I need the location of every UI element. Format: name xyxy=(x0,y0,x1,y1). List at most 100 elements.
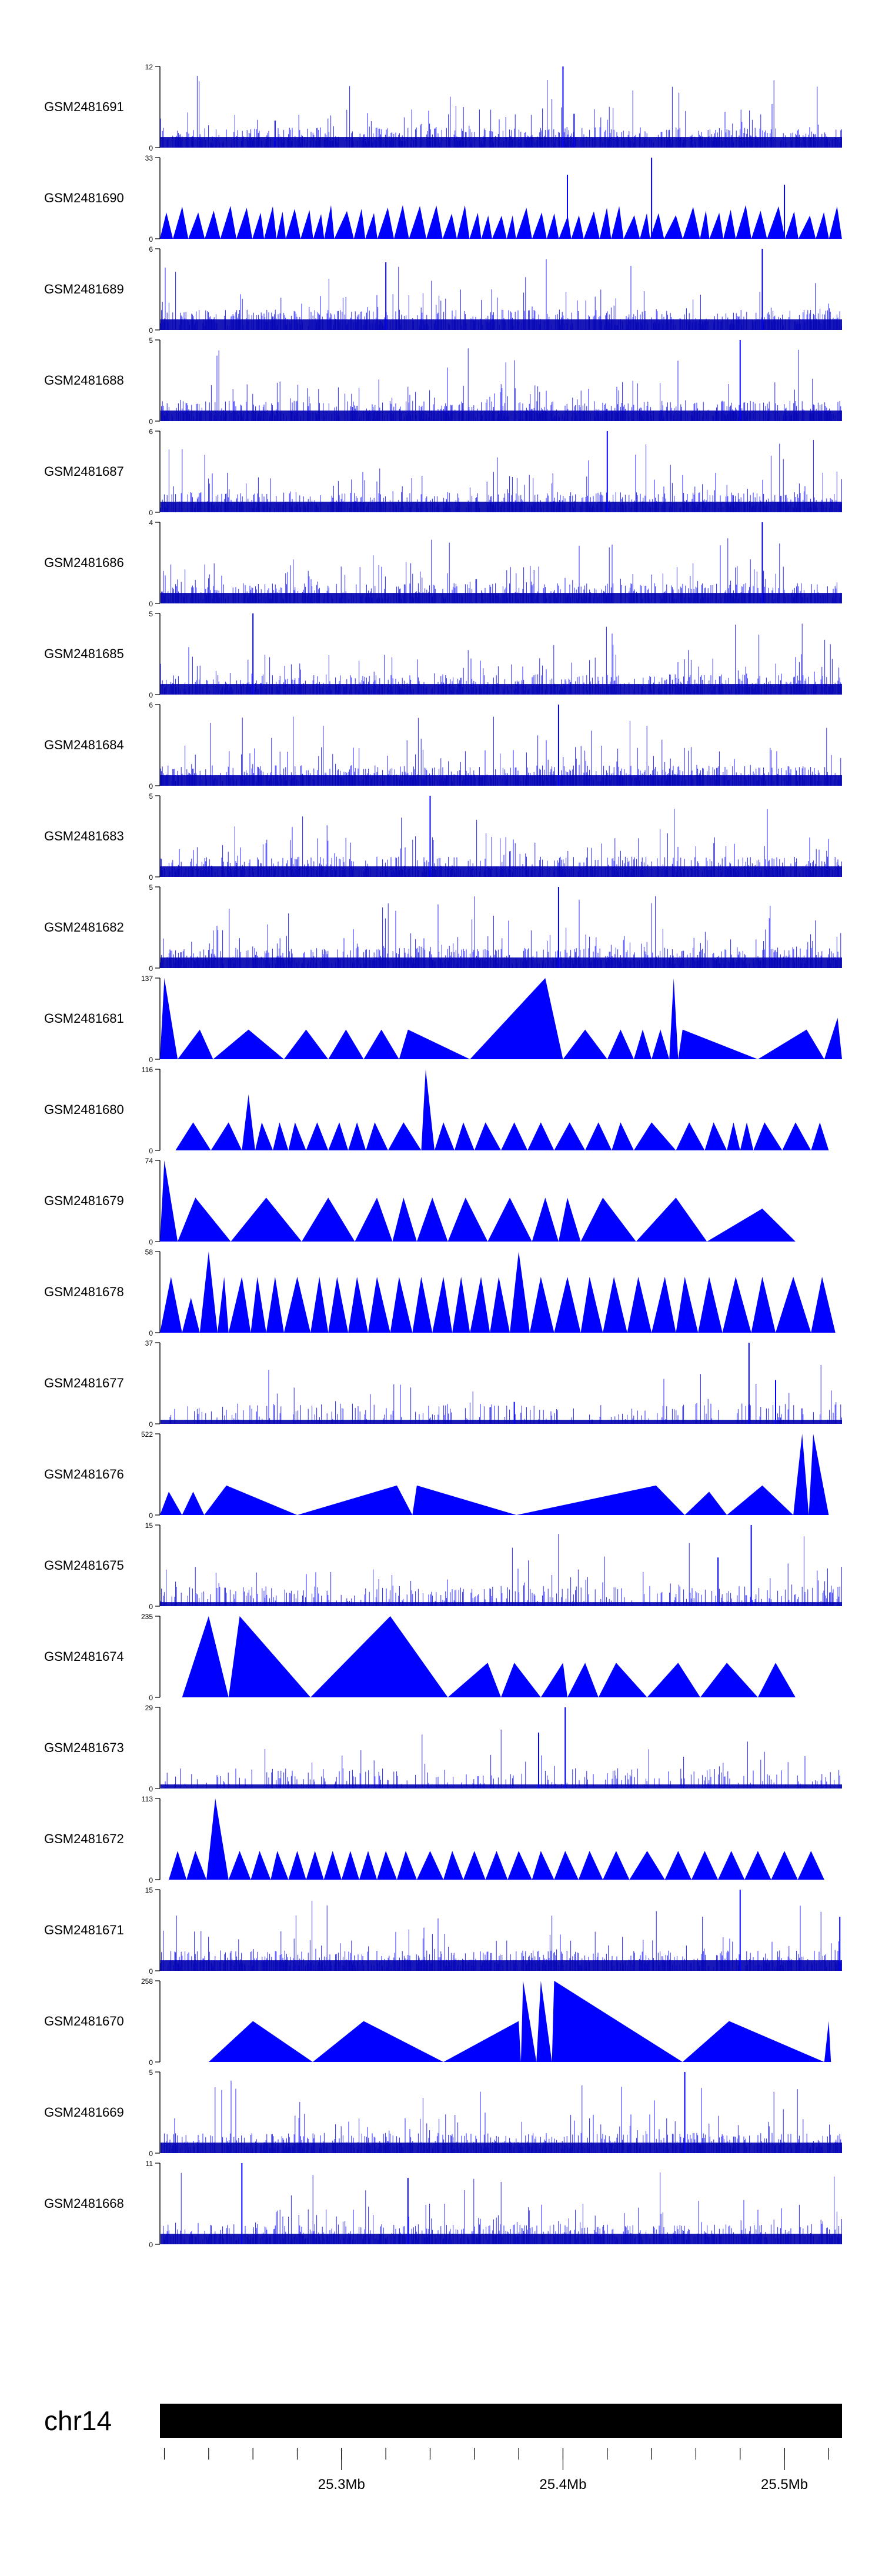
y-axis-max-label: 137 xyxy=(141,975,153,983)
coverage-peak xyxy=(682,2021,824,2062)
coverage-peak xyxy=(310,1616,448,1697)
coverage-peak xyxy=(250,1276,266,1333)
y-axis-max-label: 12 xyxy=(145,63,153,71)
coverage-peak xyxy=(160,1491,182,1515)
coverage-peak xyxy=(160,978,178,1059)
coverage-peak xyxy=(242,1094,255,1150)
track-label: GSM2481685 xyxy=(44,646,124,661)
coverage-peak xyxy=(273,1122,289,1150)
track-gsm2481679: GSM2481679 74 0 xyxy=(44,1157,796,1246)
coverage-peak xyxy=(811,1122,829,1150)
track-label: GSM2481678 xyxy=(44,1284,124,1299)
y-axis-min-label: 0 xyxy=(149,1694,153,1702)
track-label: GSM2481679 xyxy=(44,1193,124,1208)
coverage-baseline-band xyxy=(161,1602,842,1606)
coverage-peak xyxy=(578,1851,603,1880)
coverage-peak xyxy=(718,1851,745,1880)
coverage-peak xyxy=(182,1616,229,1697)
coverage-peak xyxy=(727,1485,794,1515)
coverage-peak xyxy=(824,1017,842,1059)
coverage-peak xyxy=(416,1851,444,1880)
track-label: GSM2481676 xyxy=(44,1467,124,1481)
y-axis-max-label: 5 xyxy=(149,2068,153,2077)
coverage-baseline-band xyxy=(161,593,842,603)
coverage-peak xyxy=(421,1069,435,1150)
coverage-peak xyxy=(727,1122,740,1150)
coverage-peak xyxy=(636,1197,707,1242)
coverage-baseline-band xyxy=(161,1420,842,1424)
y-axis-min-label: 0 xyxy=(149,1056,153,1064)
coverage-peak xyxy=(432,1276,453,1333)
coverage-peak xyxy=(447,1663,501,1697)
coverage-peak xyxy=(178,1197,231,1242)
track-label: GSM2481680 xyxy=(44,1102,124,1117)
coverage-peak xyxy=(510,1252,530,1333)
coverage-signal xyxy=(163,2172,842,2244)
coverage-peak xyxy=(387,1122,422,1150)
coverage-signal xyxy=(160,896,841,968)
y-axis-min-label: 0 xyxy=(149,1967,153,1976)
coverage-peak xyxy=(782,1122,811,1150)
track-label: GSM2481689 xyxy=(44,282,124,296)
coverage-peak xyxy=(470,1276,490,1333)
coverage-peak xyxy=(390,1276,413,1333)
coverage-peak xyxy=(585,1122,612,1150)
track-label: GSM2481675 xyxy=(44,1558,124,1573)
coverage-peak xyxy=(399,1029,470,1059)
y-axis-min-label: 0 xyxy=(149,1603,153,1611)
y-axis-max-label: 15 xyxy=(145,1886,153,1894)
coverage-peak xyxy=(199,1252,218,1333)
track-gsm2481687: GSM2481687 6 0 xyxy=(44,428,842,517)
coverage-baseline-band xyxy=(161,775,842,786)
coverage-peak xyxy=(463,1851,486,1880)
genome-axis-tick-label: 25.3Mb xyxy=(318,2477,365,2492)
y-axis-min-label: 0 xyxy=(149,965,153,973)
coverage-baseline-band xyxy=(161,866,842,877)
track-gsm2481682: GSM2481682 5 0 xyxy=(44,883,842,973)
coverage-peak xyxy=(443,2021,521,2062)
coverage-peak xyxy=(563,1029,607,1059)
coverage-peak xyxy=(684,1491,727,1515)
coverage-peak xyxy=(208,2021,313,2062)
y-axis-max-label: 15 xyxy=(145,1521,153,1530)
y-axis-max-label: 5 xyxy=(149,792,153,800)
coverage-peak xyxy=(396,1851,417,1880)
coverage-peak xyxy=(558,1197,581,1242)
y-axis-max-label: 116 xyxy=(142,1066,153,1074)
coverage-peak xyxy=(647,1663,700,1697)
coverage-peak xyxy=(206,1798,229,1880)
track-label: GSM2481690 xyxy=(44,191,124,205)
coverage-peak xyxy=(700,1663,758,1697)
coverage-peak xyxy=(554,1122,586,1150)
track-gsm2481677: GSM2481677 37 0 xyxy=(44,1339,842,1429)
coverage-peak xyxy=(580,1276,603,1333)
coverage-peak xyxy=(824,2021,831,2062)
coverage-peak xyxy=(753,1122,783,1150)
coverage-peak xyxy=(412,1276,433,1333)
coverage-peak xyxy=(598,1663,647,1697)
y-axis-min-label: 0 xyxy=(149,691,153,699)
track-label: GSM2481687 xyxy=(44,464,124,479)
track-gsm2481691: GSM2481691 12 0 xyxy=(44,63,842,152)
coverage-signal xyxy=(161,2080,842,2153)
coverage-peak xyxy=(160,1160,178,1242)
coverage-peak xyxy=(633,1029,652,1059)
coverage-peak xyxy=(178,1029,213,1059)
track-label: GSM2481671 xyxy=(44,1923,124,1937)
coverage-peak xyxy=(793,1434,809,1515)
track-label: GSM2481670 xyxy=(44,2014,124,2028)
coverage-peak xyxy=(306,1122,329,1150)
coverage-signal xyxy=(169,1364,842,1424)
y-axis-min-label: 0 xyxy=(149,1876,153,1884)
genome-axis-tick-label: 25.4Mb xyxy=(539,2477,586,2492)
coverage-peak xyxy=(744,1851,771,1880)
y-axis-max-label: 33 xyxy=(145,154,153,162)
coverage-peak xyxy=(377,1851,397,1880)
y-axis-min-label: 0 xyxy=(149,2058,153,2067)
coverage-peak xyxy=(580,1197,636,1242)
coverage-peak xyxy=(676,1276,699,1333)
coverage-peak xyxy=(302,1197,355,1242)
coverage-peak xyxy=(633,1122,676,1150)
coverage-peak xyxy=(160,1276,182,1333)
track-label: GSM2481674 xyxy=(44,1649,124,1664)
